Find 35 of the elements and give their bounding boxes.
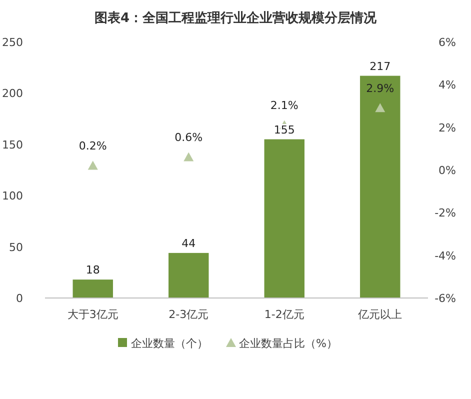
data-label: 44 (182, 236, 196, 250)
y2-tick-label: -4% (434, 249, 456, 262)
data-label: 2.1% (270, 99, 298, 112)
y-tick-label: 250 (2, 36, 23, 49)
bar (72, 280, 113, 298)
x-tick-label: 2-3亿元 (168, 308, 209, 321)
y-tick-label: 100 (2, 190, 23, 203)
data-label: 18 (86, 264, 100, 277)
data-label: 0.6% (174, 131, 203, 144)
y2-tick-label: 6% (438, 36, 456, 49)
y2-tick-label: 4% (438, 78, 456, 92)
point (88, 160, 98, 170)
y2-tick-label: 0% (438, 164, 456, 177)
data-label: 155 (274, 123, 295, 136)
legend-label: 企业数量占比（%） (239, 337, 338, 350)
y-tick-label: 150 (2, 138, 23, 152)
point (184, 152, 194, 162)
y-tick-label: 0 (16, 292, 23, 305)
x-tick-label: 大于3亿元 (67, 308, 118, 321)
legend-label: 企业数量（个） (131, 337, 208, 350)
data-label: 217 (370, 60, 391, 73)
y-tick-label: 200 (2, 87, 23, 100)
y2-tick-label: -2% (434, 206, 456, 220)
data-label: 0.2% (78, 140, 107, 153)
y-tick-label: 50 (9, 240, 23, 254)
data-label: 2.9% (366, 82, 394, 96)
x-tick-label: 亿元以上 (357, 308, 402, 321)
bar (360, 76, 400, 298)
point (375, 103, 386, 112)
y2-tick-label: 2% (438, 121, 456, 134)
y2-tick-label: -6% (434, 292, 456, 305)
x-tick-label: 1-2亿元 (264, 308, 304, 321)
chart-title: 图表4：全国工程监理行业企业营收规模分层情况 (94, 10, 378, 26)
bar (168, 252, 209, 298)
bar (264, 139, 304, 298)
